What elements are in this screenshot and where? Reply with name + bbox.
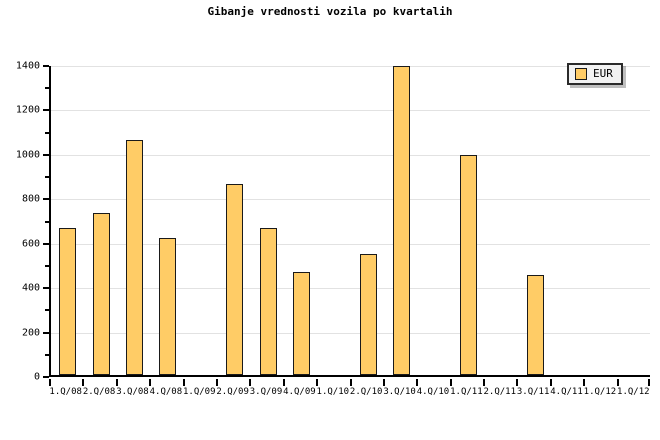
- x-axis-tick: [616, 379, 619, 386]
- x-axis-tick-label: 4.Q/11: [550, 387, 583, 397]
- y-axis-minor-tick: [45, 176, 49, 179]
- x-axis-tick: [483, 379, 486, 386]
- x-axis-tick: [583, 379, 586, 386]
- x-axis-tick: [382, 379, 385, 386]
- y-axis-tick-label: 1200: [15, 104, 40, 116]
- x-axis-labels: 1.Q/08 2.Q/08 3.Q/08 4.Q/08 1.Q/09 2.Q/09 3.Q/…: [49, 387, 650, 403]
- legend-label-eur: EUR: [593, 67, 613, 80]
- x-axis-tick-label: 3.Q/10: [383, 387, 416, 397]
- y-axis-tick: [43, 198, 49, 201]
- x-axis-tick: [549, 379, 552, 386]
- x-axis-tick-label: 1.Q/08: [49, 387, 82, 397]
- gridline: [51, 110, 650, 112]
- y-axis-tick: [43, 376, 49, 378]
- y-axis-tick: [43, 331, 49, 334]
- x-axis-tick-label: 1.Q/12: [617, 387, 650, 397]
- bar[interactable]: [360, 253, 377, 375]
- x-axis-tick: [416, 379, 419, 386]
- y-axis-tick-label: 400: [21, 282, 40, 294]
- y-axis-minor-tick: [45, 264, 49, 267]
- y-axis-minor-tick: [45, 353, 49, 356]
- x-axis-tick: [316, 379, 319, 386]
- x-axis-tick-label: 2.Q/08: [82, 387, 116, 397]
- x-axis-tick: [282, 379, 285, 386]
- x-axis-tick: [516, 379, 519, 386]
- x-axis-tick: [449, 379, 452, 386]
- y-axis-minor-tick: [45, 131, 49, 134]
- gridline: [51, 66, 650, 67]
- x-axis-tick-label: 2.Q/11: [483, 387, 517, 397]
- bar[interactable]: [126, 139, 143, 375]
- x-axis-tick: [49, 379, 51, 386]
- legend-swatch-eur: [575, 68, 587, 80]
- bar[interactable]: [59, 228, 76, 375]
- bar[interactable]: [260, 228, 277, 375]
- bar[interactable]: [393, 66, 410, 375]
- y-axis-tick: [43, 242, 49, 245]
- gridline: [51, 199, 650, 201]
- bar[interactable]: [527, 275, 544, 375]
- x-axis-tick: [215, 379, 218, 386]
- y-axis-tick-label: 200: [21, 327, 40, 339]
- x-axis-tick: [182, 379, 185, 386]
- y-axis-tick-label: 0: [33, 371, 40, 383]
- x-axis-tick: [82, 379, 85, 386]
- bar[interactable]: [159, 238, 176, 375]
- x-axis-tick-label: 4.Q/10: [416, 387, 450, 397]
- x-axis-tick-label: 1.Q/12: [583, 387, 617, 397]
- y-axis-tick-label: 800: [21, 193, 40, 205]
- bar[interactable]: [293, 271, 310, 375]
- x-axis-tick: [149, 379, 152, 386]
- gridline: [51, 243, 650, 245]
- chart-legend[interactable]: EUR: [567, 63, 623, 85]
- chart-title: Gibanje vrednosti vozila po kvartalih: [207, 5, 453, 18]
- x-axis-tick-label: 3.Q/09: [249, 387, 283, 397]
- bar[interactable]: [460, 155, 477, 375]
- y-axis-tick-label: 1000: [15, 149, 40, 161]
- gridline: [51, 154, 650, 156]
- bar[interactable]: [226, 183, 243, 375]
- y-axis-minor-tick: [45, 220, 49, 223]
- x-axis-tick-label: 3.Q/11: [516, 387, 550, 397]
- y-axis-ticks: [43, 65, 49, 378]
- x-axis-tick-label: 2.Q/10: [349, 387, 383, 397]
- x-axis-tick: [249, 379, 252, 386]
- y-axis-minor-tick: [45, 87, 49, 90]
- x-axis-tick: [115, 379, 118, 386]
- y-axis-tick: [43, 153, 49, 156]
- bar[interactable]: [93, 212, 110, 375]
- plot-area: [49, 66, 650, 377]
- y-axis-tick: [43, 65, 49, 67]
- gridline: [51, 332, 650, 334]
- x-axis-tick-label: 4.Q/08: [149, 387, 183, 397]
- x-axis-tick-label: 1.Q/09: [182, 387, 216, 397]
- y-axis-tick: [43, 109, 49, 112]
- x-axis-ticks: [49, 379, 650, 387]
- x-axis-tick-label: 3.Q/08: [116, 387, 149, 397]
- x-axis-tick-label: 1.Q/10: [316, 387, 350, 397]
- y-axis-labels: 0 200 400 600 800 1000 1200 1400: [0, 61, 40, 383]
- gridline: [51, 288, 650, 290]
- x-axis-tick: [349, 379, 352, 386]
- y-axis-tick-label: 600: [21, 238, 40, 250]
- x-axis-tick-label: 4.Q/09: [283, 387, 316, 397]
- x-axis-tick-label: 1.Q/11: [450, 387, 483, 397]
- y-axis-minor-tick: [45, 309, 49, 312]
- y-axis-tick-label: 1400: [15, 60, 40, 72]
- y-axis-tick: [43, 287, 49, 290]
- x-axis-tick-label: 2.Q/09: [216, 387, 249, 397]
- x-axis-tick: [648, 379, 650, 386]
